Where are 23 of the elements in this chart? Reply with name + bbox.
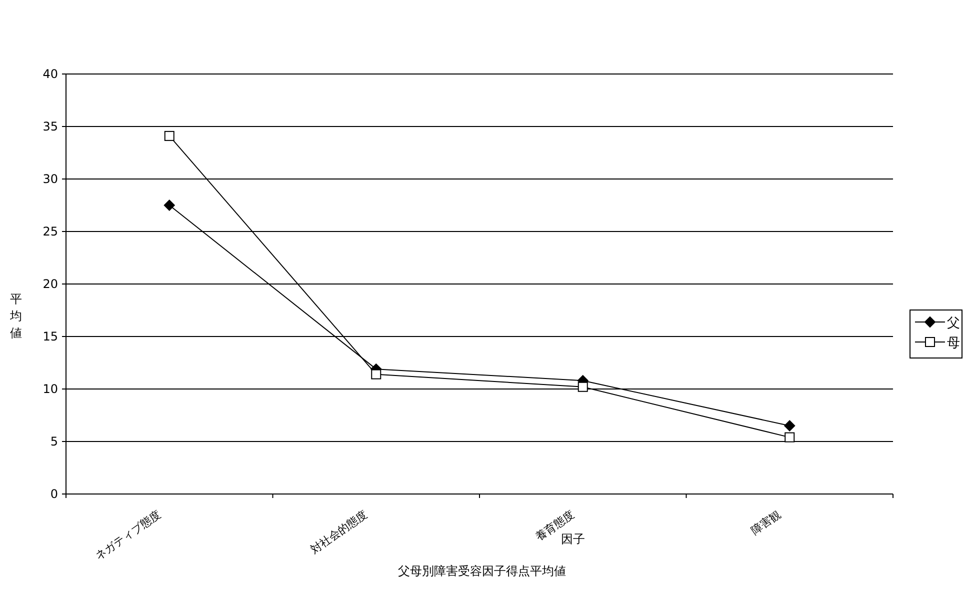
x-tick-label: 対社会的態度 xyxy=(308,508,370,556)
point xyxy=(164,130,174,141)
y-tick-label: 10 xyxy=(42,382,58,396)
y-tick-label: 40 xyxy=(42,67,58,81)
point xyxy=(578,382,588,392)
point xyxy=(784,420,796,432)
y-tick-label: 15 xyxy=(42,330,58,344)
y-tick-label: 35 xyxy=(42,120,58,134)
y-tick-label: 5 xyxy=(50,434,58,448)
y-tick-label: 0 xyxy=(50,487,58,501)
point xyxy=(164,200,175,211)
x-tick-label: 障害観 xyxy=(748,508,784,538)
point xyxy=(784,432,795,442)
x-axis-title: 因子 xyxy=(561,532,585,546)
point xyxy=(371,369,382,380)
y-tick-label: 25 xyxy=(42,224,58,238)
y-tick-label: 30 xyxy=(42,172,58,186)
y-tick-label: 20 xyxy=(42,277,58,291)
legend-label: 父 xyxy=(947,316,960,331)
y-axis-title: 平均値 xyxy=(9,292,22,340)
legend-label: 母 xyxy=(947,336,960,351)
text: 父母別障害受容因子得点平均値 xyxy=(398,564,566,578)
x-tick-label: ネガティブ態度 xyxy=(92,508,164,563)
